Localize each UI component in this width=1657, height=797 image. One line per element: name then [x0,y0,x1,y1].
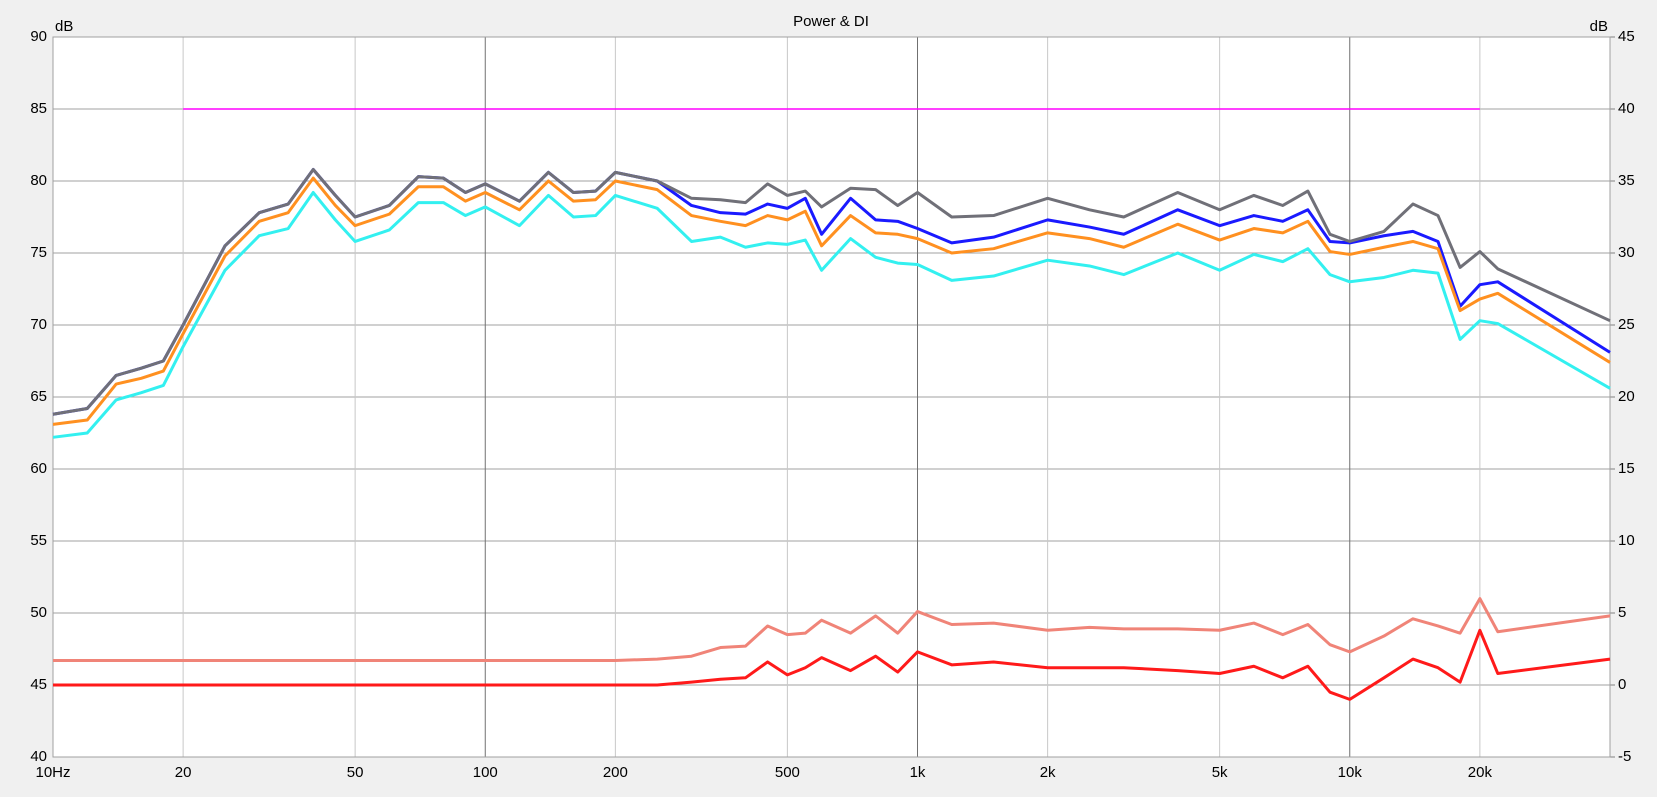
x-tick-label: 500 [775,764,800,781]
y2-tick-label: 35 [1618,172,1635,189]
y-axis-label: dB [55,18,73,35]
y2-tick-label: 10 [1618,532,1635,549]
y2-tick-label: 30 [1618,244,1635,261]
x-tick-label: 2k [1040,764,1056,781]
x-tick-label: 5k [1212,764,1228,781]
x-tick-label: 20 [175,764,192,781]
y2-tick-label: 20 [1618,388,1635,405]
y2-tick-label: 25 [1618,316,1635,333]
series-line [53,597,1611,663]
y2-tick-label: 15 [1618,460,1635,477]
series-line [52,167,1611,416]
x-tick-label: 50 [347,764,364,781]
x-tick-label: 100 [473,764,498,781]
y-tick-label: 65 [30,388,47,405]
y-tick-label: 90 [30,28,47,45]
y-tick-label: 40 [30,748,47,765]
y-tick-label: 75 [30,244,47,261]
x-tick-label: 10k [1338,764,1363,781]
y-tick-label: 80 [30,172,47,189]
x-tick-label: 200 [603,764,628,781]
x-tick-label: 10Hz [35,764,70,781]
y2-tick-label: 5 [1618,604,1626,621]
y2-tick-label: -5 [1618,748,1631,765]
y2-axis-label: dB [1590,18,1608,35]
y-tick-label: 70 [30,316,47,333]
series-line [52,191,1611,439]
y-tick-label: 45 [30,676,47,693]
x-tick-label: 1k [910,764,926,781]
series-line [53,628,1611,701]
plot-border [52,36,1611,758]
y2-tick-label: 40 [1618,100,1635,117]
y2-tick-label: 45 [1618,28,1635,45]
series-line [52,176,1611,426]
y-tick-label: 85 [30,100,47,117]
chart-title: Power & DI [793,13,869,30]
y-tick-label: 55 [30,532,47,549]
y-tick-label: 60 [30,460,47,477]
x-tick-label: 20k [1468,764,1493,781]
y-tick-label: 50 [30,604,47,621]
y2-tick-label: 0 [1618,676,1626,693]
